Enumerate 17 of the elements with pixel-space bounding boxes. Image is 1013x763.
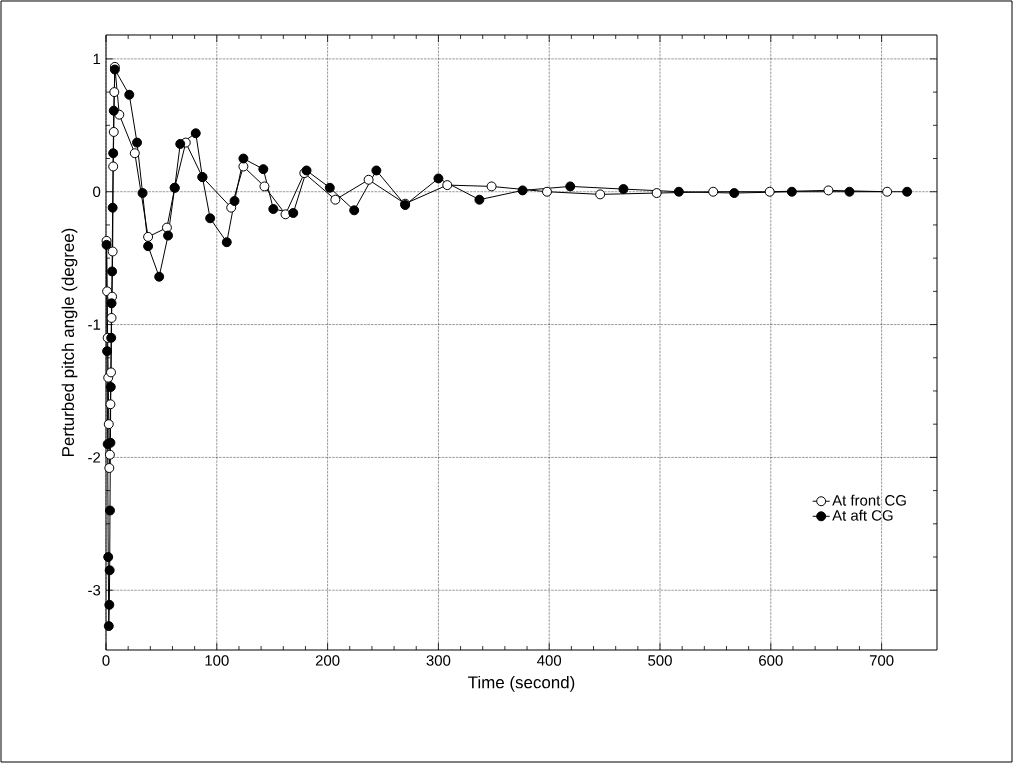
x-tick-label: 400	[537, 655, 562, 666]
y-axis-title: Perturbed pitch angle (degree)	[61, 228, 78, 456]
x-tick-label: 500	[648, 655, 672, 666]
x-tick-label: 700	[869, 655, 894, 666]
y-tick-label: -1	[88, 319, 101, 330]
x-axis-title: Time (second)	[468, 675, 575, 692]
x-tick-label: 200	[315, 655, 340, 666]
x-tick-label: 300	[426, 655, 451, 666]
y-tick-label: 1	[93, 53, 101, 65]
x-tick-label: 100	[205, 655, 229, 666]
y-tick-label: -2	[88, 452, 101, 463]
y-tick-label: 0	[93, 186, 101, 198]
legend-label: At front CG	[832, 494, 906, 506]
x-tick-label: 0	[102, 655, 110, 666]
y-tick-label: -3	[88, 584, 101, 596]
x-tick-label: 600	[759, 655, 783, 666]
legend-label: At aft CG	[832, 509, 893, 521]
